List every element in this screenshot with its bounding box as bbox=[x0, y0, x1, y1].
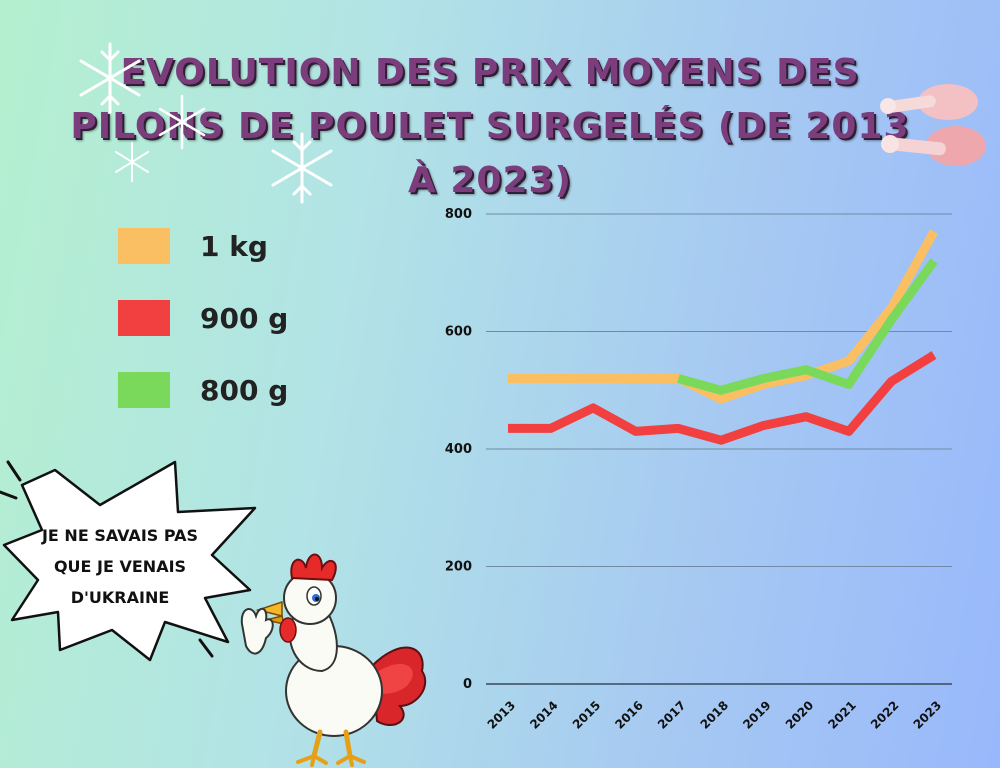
snowflake-icon bbox=[79, 42, 141, 114]
snowflake-icon bbox=[158, 94, 206, 150]
x-tick-label: 2019 bbox=[740, 698, 774, 732]
x-tick-label: 2016 bbox=[612, 698, 646, 732]
x-tick-label: 2022 bbox=[868, 698, 902, 732]
series-line-900g bbox=[508, 351, 937, 445]
series-line-1kg bbox=[508, 229, 938, 404]
speech-bubble-text: JE NE SAVAIS PAS QUE JE VENAIS D'UKRAINE bbox=[41, 526, 199, 607]
chart-title: EVOLUTION DES PRIX MOYENS DES PILONS DE … bbox=[70, 52, 910, 201]
legend-label: 1 kg bbox=[200, 229, 268, 263]
chart-legend: 1 kg 900 g 800 g bbox=[118, 228, 288, 444]
legend-item-800g: 800 g bbox=[118, 372, 288, 408]
x-tick-label: 2015 bbox=[570, 698, 604, 732]
x-tick-label: 2017 bbox=[655, 698, 689, 732]
speech-bubble-shape bbox=[0, 460, 257, 662]
legend-label: 800 g bbox=[200, 373, 289, 407]
x-tick-label: 2014 bbox=[527, 698, 561, 732]
snowflake-icon bbox=[115, 142, 149, 182]
y-tick-label: 800 bbox=[445, 207, 472, 222]
y-tick-label: 200 bbox=[445, 560, 472, 575]
legend-swatch bbox=[118, 300, 170, 336]
snowflake-icon bbox=[271, 132, 333, 204]
y-tick-label: 600 bbox=[445, 325, 472, 340]
legend-item-1kg: 1 kg bbox=[118, 228, 288, 264]
rooster-illustration bbox=[240, 553, 427, 767]
x-tick-label: 2018 bbox=[698, 698, 732, 732]
y-tick-label: 400 bbox=[445, 442, 472, 457]
x-tick-label: 2020 bbox=[783, 698, 817, 732]
legend-swatch bbox=[118, 228, 170, 264]
x-tick-label: 2021 bbox=[825, 698, 859, 732]
y-tick-label: 0 bbox=[463, 677, 472, 692]
speech-bubble: JE NE SAVAIS PAS QUE JE VENAIS D'UKRAINE bbox=[0, 450, 260, 670]
x-tick-label: 2013 bbox=[485, 698, 519, 732]
legend-label: 900 g bbox=[200, 301, 289, 335]
chicken-drumstick-icon bbox=[880, 84, 986, 166]
legend-item-900g: 900 g bbox=[118, 300, 288, 336]
x-tick-label: 2023 bbox=[911, 698, 945, 732]
series-line-800g bbox=[677, 258, 938, 395]
legend-swatch bbox=[118, 372, 170, 408]
